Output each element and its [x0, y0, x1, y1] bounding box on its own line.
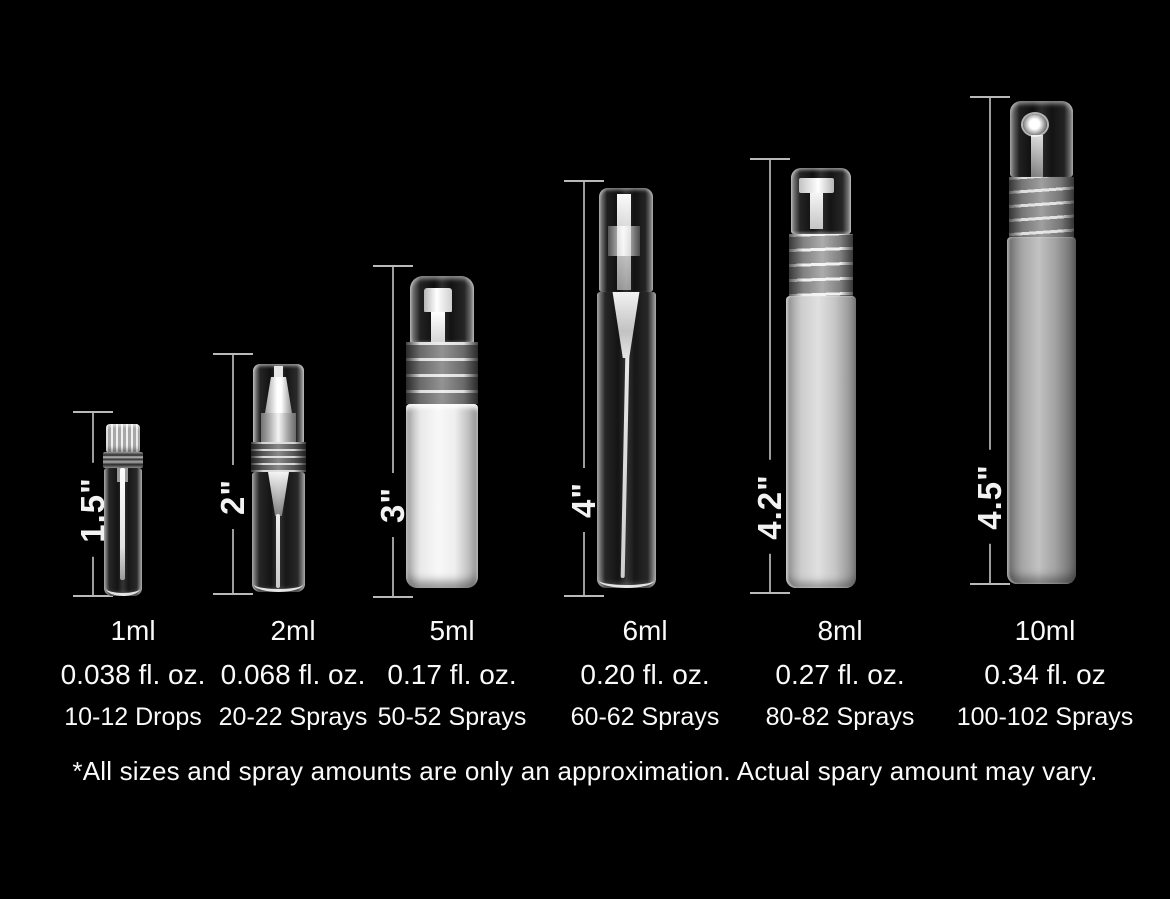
floz-label-6ml: 0.20 fl. oz.: [580, 659, 710, 690]
dimension-top-tick: [213, 353, 253, 355]
spray-actuator: [799, 178, 834, 193]
volume-label-1ml: 1ml: [110, 615, 156, 646]
floz-label-5ml: 0.17 fl. oz.: [387, 659, 517, 690]
dimension-indicator-5ml: 3": [370, 265, 416, 598]
dimension-top-tick: [373, 265, 413, 267]
bottle-photo-8ml: [786, 168, 856, 588]
dimension-bottom-tick: [564, 595, 604, 597]
floz-label-8ml: 0.27 fl. oz.: [775, 659, 905, 690]
bottle-photo-5ml: [406, 276, 478, 588]
volume-label-5ml: 5ml: [429, 615, 475, 646]
bottle-photo-2ml: [251, 364, 306, 592]
applicator-stem: [120, 468, 125, 580]
dimension-top-tick: [970, 96, 1010, 98]
dimension-bottom-tick: [750, 592, 790, 594]
dimension-top-tick: [564, 180, 604, 182]
dimension-indicator-6ml: 4": [561, 180, 607, 597]
dip-tube: [276, 514, 280, 588]
spray-count-label-1ml: 10-12 Drops: [64, 703, 202, 731]
dimension-indicator-1ml: 1.5": [70, 411, 116, 597]
pump-stem: [274, 366, 283, 379]
pump-base: [261, 413, 296, 442]
dimension-line: [392, 267, 394, 596]
ribbed-collar: [251, 442, 306, 472]
dimension-indicator-8ml: 4.2": [747, 158, 793, 594]
volume-label-8ml: 8ml: [817, 615, 863, 646]
floz-label-10ml: 0.34 fl. oz: [984, 659, 1106, 690]
pump-actuator: [608, 226, 640, 256]
height-label-2ml: 2": [210, 465, 256, 529]
spray-nozzle: [1023, 114, 1047, 135]
spray-count-label-6ml: 60-62 Sprays: [570, 703, 720, 731]
dimension-indicator-10ml: 4.5": [967, 96, 1013, 585]
dimension-bottom-tick: [73, 595, 113, 597]
spray-count-label-2ml: 20-22 Sprays: [218, 703, 368, 731]
dimension-bottom-tick: [373, 596, 413, 598]
spray-head: [424, 288, 452, 312]
dimension-top-tick: [750, 158, 790, 160]
spray-count-label-10ml: 100-102 Sprays: [956, 703, 1134, 731]
bottle-neck: [103, 452, 143, 468]
dimension-top-tick: [73, 411, 113, 413]
volume-label-2ml: 2ml: [270, 615, 316, 646]
spray-count-label-5ml: 50-52 Sprays: [377, 703, 527, 731]
dimension-line: [769, 160, 771, 592]
bottle-photo-10ml: [1007, 101, 1076, 584]
volume-label-10ml: 10ml: [1014, 615, 1076, 646]
spray-stem: [1031, 135, 1043, 177]
volume-label-6ml: 6ml: [622, 615, 668, 646]
ribbed-collar: [789, 234, 853, 296]
dimension-bottom-tick: [970, 583, 1010, 585]
dimension-indicator-2ml: 2": [210, 353, 256, 595]
bottle-cap: [106, 424, 140, 452]
floz-label-1ml: 0.038 fl. oz.: [60, 659, 206, 690]
dimension-line: [583, 182, 585, 595]
spray-actuator-stem: [810, 193, 823, 229]
dimension-bottom-tick: [213, 593, 253, 595]
dimension-line: [989, 98, 991, 583]
bottle-photo-1ml: [103, 424, 143, 596]
disclaimer-footnote: *All sizes and spray amounts are only an…: [72, 756, 1098, 786]
ribbed-collar: [1009, 177, 1074, 237]
ribbed-collar: [406, 342, 478, 404]
spray-head-stem: [431, 312, 445, 342]
bottle-body: [406, 404, 478, 588]
spray-count-label-8ml: 80-82 Sprays: [765, 703, 915, 731]
floz-label-2ml: 0.068 fl. oz.: [220, 659, 366, 690]
bottle-body: [786, 296, 856, 588]
bottle-body: [1007, 237, 1076, 584]
bottle-photo-6ml: [597, 188, 656, 588]
